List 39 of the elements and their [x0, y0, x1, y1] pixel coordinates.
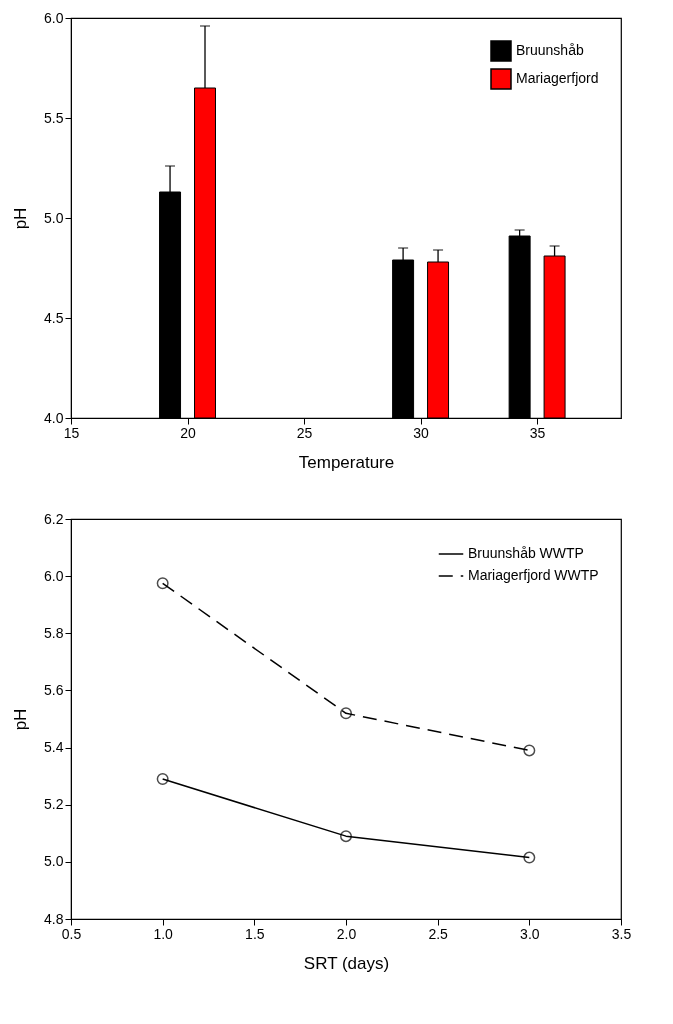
y-tick-label: 5.5	[44, 109, 64, 126]
x-tick-label: 1.0	[153, 925, 174, 942]
x-tick-label: 2.0	[336, 925, 357, 942]
y-tick-label: 4.5	[44, 309, 64, 326]
y-axis-title: pH	[11, 708, 31, 731]
x-axis-title: SRT (days)	[303, 953, 390, 973]
y-tick-label: 5.0	[44, 853, 64, 870]
point	[340, 707, 352, 720]
x-tick-label: 35	[529, 424, 546, 441]
x-tick-label: 3.5	[611, 925, 632, 942]
point	[156, 773, 169, 785]
x-tick-label: 2.5	[428, 925, 449, 942]
y-tick-label: 5.0	[44, 209, 64, 226]
y-tick-label: 5.6	[44, 681, 64, 698]
y-tick-label: 6.0	[44, 567, 64, 584]
x-tick-label: 25	[296, 424, 313, 441]
legend-label: Bruunshåb	[516, 42, 584, 58]
point	[340, 830, 352, 843]
point	[523, 851, 536, 864]
x-axis-title: Temperature	[298, 452, 395, 472]
legend-label: Mariagerfjord	[516, 70, 599, 86]
y-tick-label: 4.0	[44, 409, 64, 426]
point	[523, 744, 536, 757]
legend-label: Mariagerfjord WWTP	[468, 567, 599, 583]
y-tick-label: 6.2	[44, 510, 64, 527]
x-tick-label: 30	[413, 424, 430, 441]
x-tick-label: 3.0	[520, 925, 540, 942]
x-tick-label: 20	[180, 424, 197, 441]
y-tick-label: 5.8	[44, 624, 64, 641]
y-axis-title: pH	[11, 207, 31, 230]
y-tick-label: 5.2	[44, 796, 64, 813]
point	[156, 577, 169, 590]
legend-label: Bruunshåb WWTP	[468, 545, 584, 561]
y-tick-label: 5.4	[44, 739, 64, 756]
x-tick-label: 0.5	[61, 925, 82, 942]
y-tick-label: 4.8	[44, 910, 64, 927]
y-tick-label: 6.0	[44, 9, 64, 26]
x-tick-label: 1.5	[245, 925, 265, 942]
x-tick-label: 15	[63, 424, 80, 441]
